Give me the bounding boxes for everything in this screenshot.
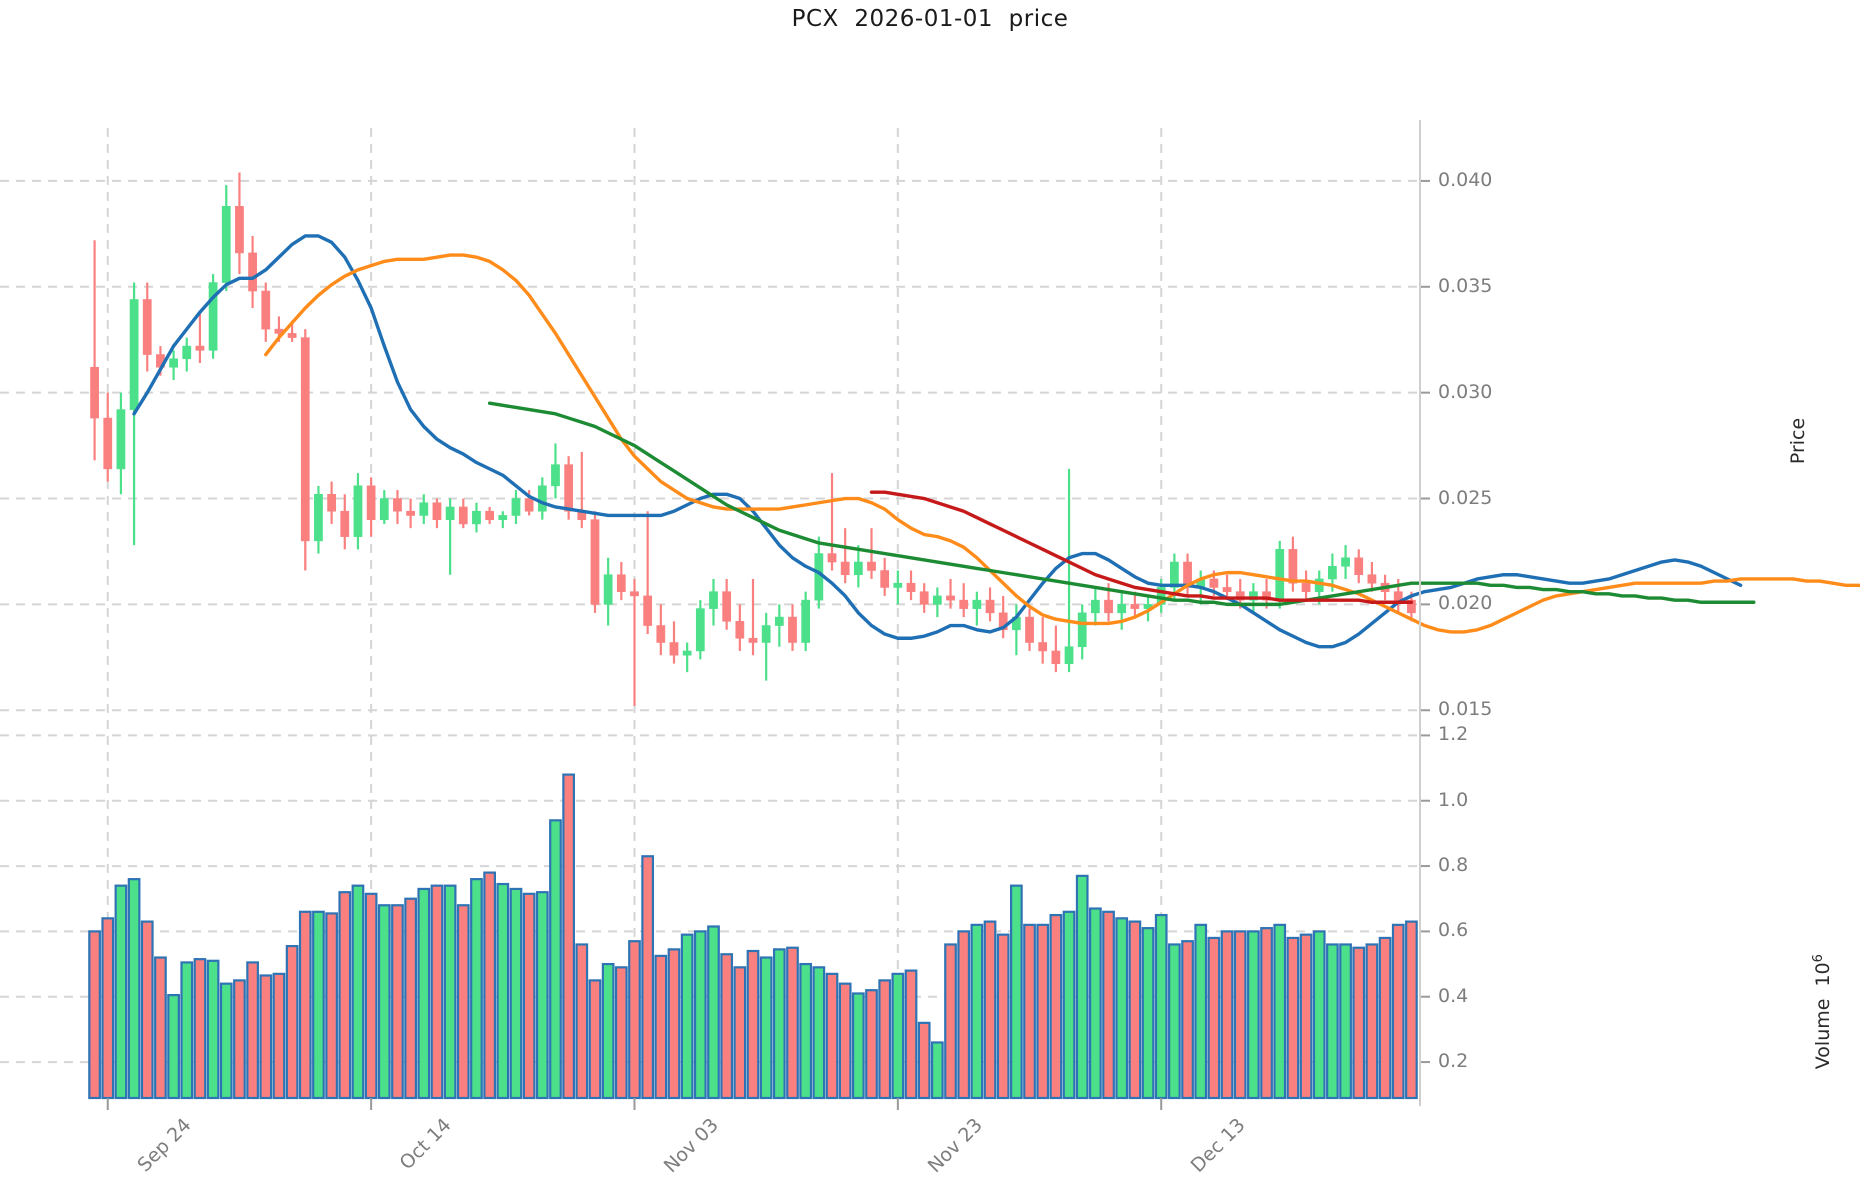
- volume-axis-exponent: 10: [1812, 962, 1835, 987]
- volume-tick-label: 0.4: [1438, 984, 1469, 1007]
- price-tick-label: 0.025: [1438, 486, 1493, 509]
- volume-tick-label: 1.2: [1438, 723, 1469, 746]
- price-gridlines: [0, 179, 1420, 712]
- volume-tick-label: 0.2: [1438, 1050, 1469, 1073]
- price-tick-label: 0.040: [1438, 168, 1493, 191]
- volume-tick-label: 0.8: [1438, 854, 1469, 877]
- price-tick-label: 0.035: [1438, 274, 1493, 297]
- page-title: PCX 2026-01-01 price: [791, 6, 1069, 32]
- axis-tick-marks: [106, 179, 1430, 1110]
- price-tick-label: 0.020: [1438, 592, 1493, 615]
- price-tick-label: 0.030: [1438, 380, 1493, 403]
- volume-axis-title: Volume 106: [1811, 954, 1834, 1069]
- volume-tick-label: 0.6: [1438, 919, 1469, 942]
- candlestick-series: [90, 172, 1416, 707]
- price-tick-label: 0.015: [1438, 698, 1493, 721]
- price-axis-title: Price: [1787, 417, 1810, 465]
- volume-tick-label: 1.0: [1438, 788, 1469, 811]
- volume-axis-title-text: Volume: [1812, 998, 1835, 1070]
- volume-axis-exponent-sup: 6: [1810, 954, 1826, 963]
- moving-average-series: [132, 234, 1860, 649]
- volume-bar-series: [88, 773, 1418, 1100]
